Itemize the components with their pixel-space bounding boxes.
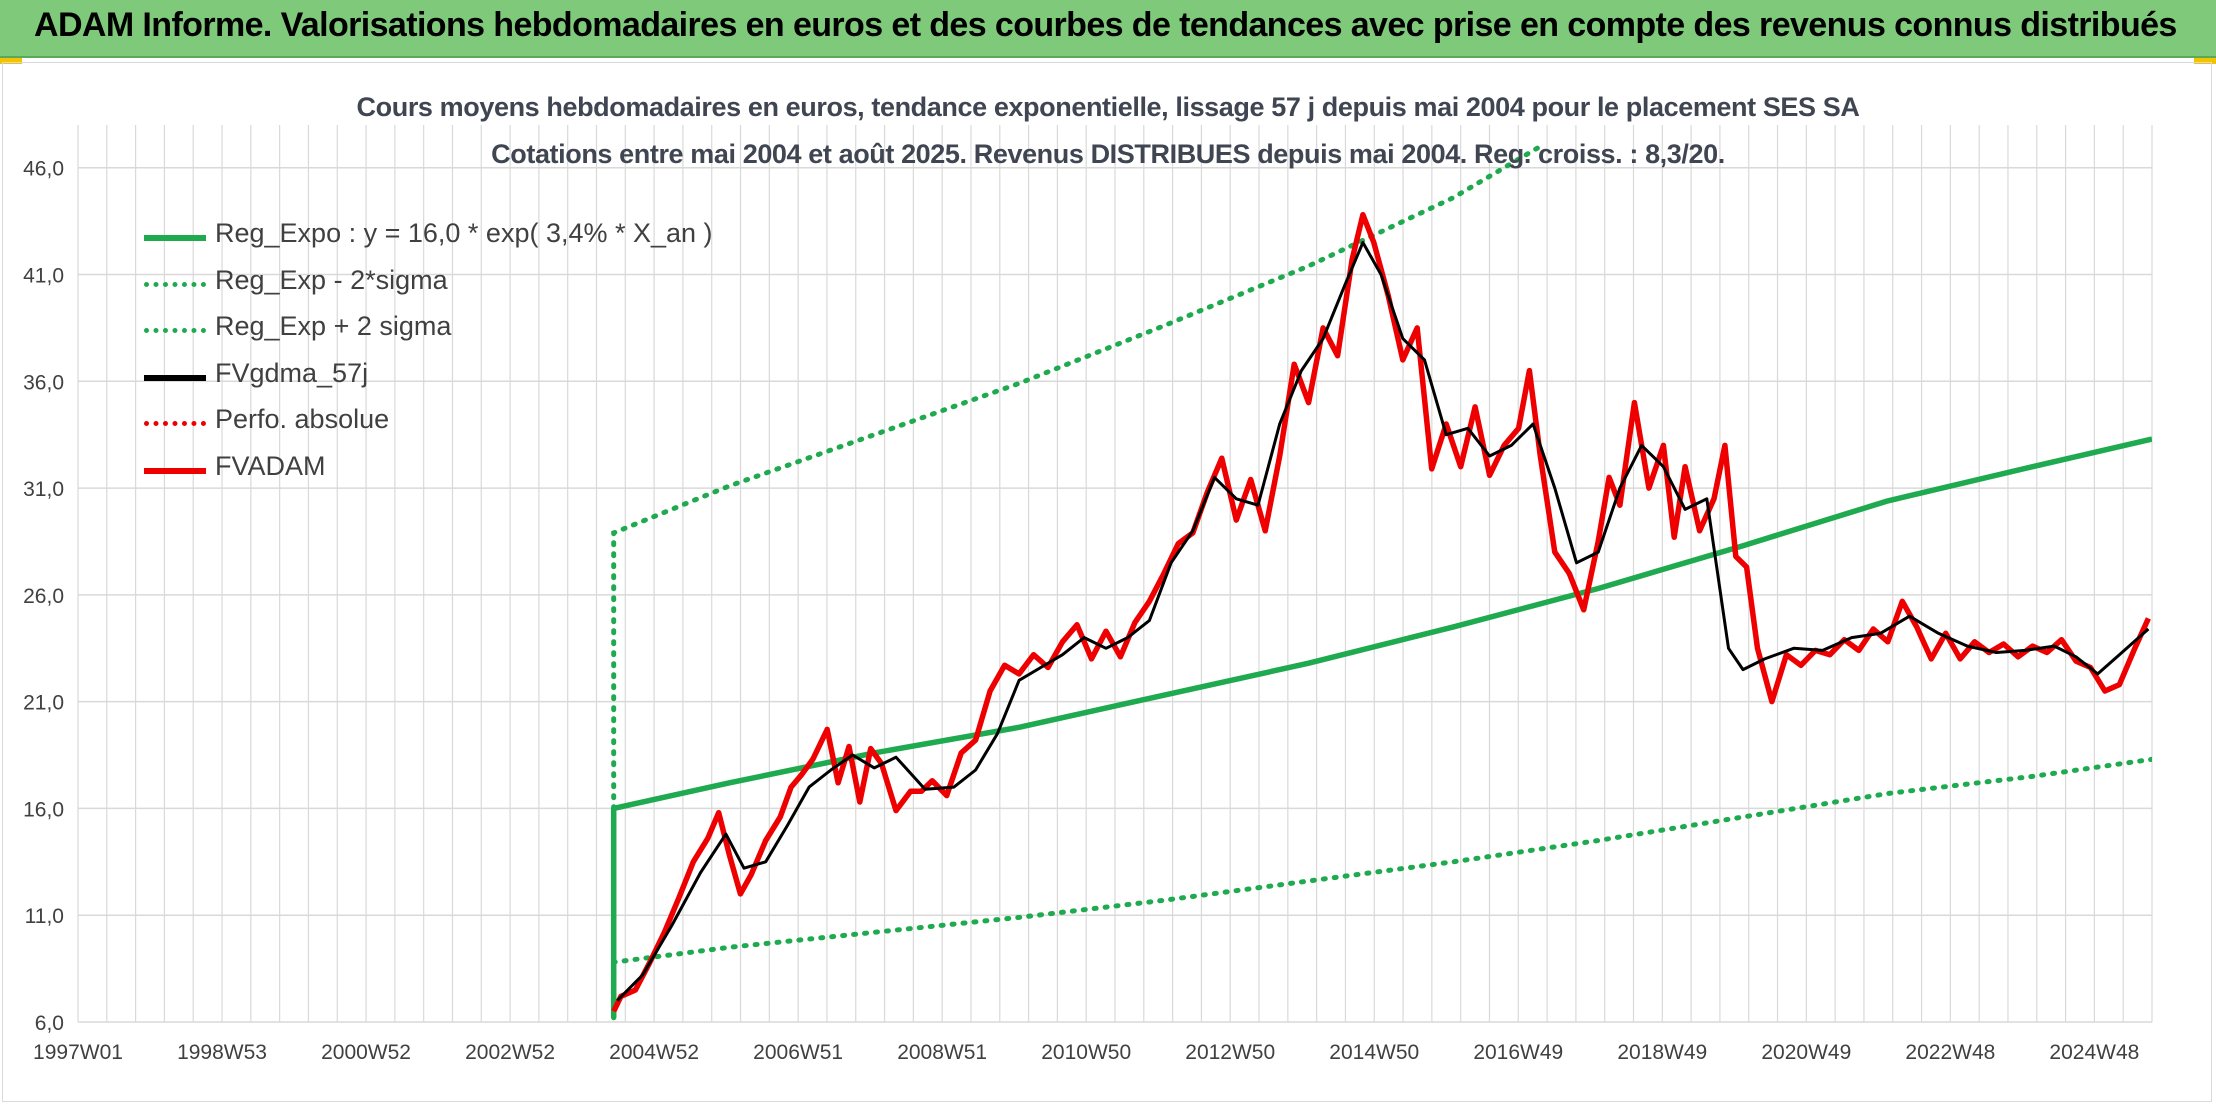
legend-label: FVADAM: [215, 450, 326, 481]
series-line-5: [611, 211, 2151, 1013]
x-tick-label: 2014W50: [1329, 1041, 1419, 1064]
series-line-2: [611, 143, 1543, 1021]
legend-label: Perfo. absolue: [215, 404, 390, 434]
legend-swatch: [144, 328, 206, 333]
y-tick-label: 11,0: [25, 905, 64, 928]
corner-accent-right: [2194, 58, 2216, 64]
series-line-0: [610, 436, 2152, 1018]
x-tick-label: 2020W49: [1761, 1041, 1851, 1064]
chart-title: Cours moyens hebdomadaires en euros, ten…: [356, 92, 1860, 122]
chart-subtitle: Cotations entre mai 2004 et août 2025. R…: [491, 139, 1725, 169]
x-tick-label: 2000W52: [321, 1041, 411, 1064]
x-tick-label: 2018W49: [1617, 1041, 1707, 1064]
y-tick-label: 31,0: [23, 478, 64, 501]
x-tick-label: 2012W50: [1185, 1041, 1275, 1064]
corner-accent-left: [0, 58, 22, 64]
series-line-3: [616, 241, 2150, 1002]
y-tick-label: 21,0: [23, 692, 64, 715]
y-tick-label: 36,0: [23, 371, 64, 394]
legend-label: FVgdma_57j: [215, 357, 369, 388]
legend-swatch: [144, 281, 206, 287]
legend-swatch: [144, 235, 206, 241]
y-tick-label: 41,0: [23, 265, 64, 288]
series-line-1: [611, 756, 2152, 1021]
legend-swatch: [144, 374, 206, 381]
y-tick-label: 16,0: [23, 798, 64, 821]
y-tick-label: 26,0: [23, 585, 64, 608]
y-tick-label: 6,0: [35, 1012, 64, 1035]
chart-area-frame: [2, 62, 2212, 1102]
x-tick-label: 2006W51: [753, 1041, 843, 1064]
legend-swatch: [144, 421, 206, 426]
y-tick-label: 46,0: [23, 158, 64, 181]
legend-label: Reg_Exp + 2 sigma: [215, 311, 452, 341]
x-tick-label: 2016W49: [1473, 1041, 1563, 1064]
x-tick-label: 2004W52: [609, 1041, 699, 1064]
x-tick-label: 1997W01: [33, 1041, 123, 1064]
x-tick-label: 2002W52: [465, 1041, 555, 1064]
x-tick-label: 2008W51: [897, 1041, 987, 1064]
x-tick-label: 2010W50: [1041, 1041, 1131, 1064]
title-banner: ADAM Informe. Valorisations hebdomadaire…: [0, 0, 2216, 58]
x-tick-label: 2022W48: [1905, 1041, 1995, 1064]
legend-swatch: [144, 467, 206, 474]
legend-label: Reg_Expo : y = 16,0 * exp( 3,4% * X_an ): [215, 218, 713, 248]
page-title: ADAM Informe. Valorisations hebdomadaire…: [34, 6, 2177, 44]
x-tick-label: 2024W48: [2049, 1041, 2139, 1064]
legend-label: Reg_Exp - 2*sigma: [215, 264, 448, 295]
x-tick-label: 1998W53: [177, 1041, 267, 1064]
